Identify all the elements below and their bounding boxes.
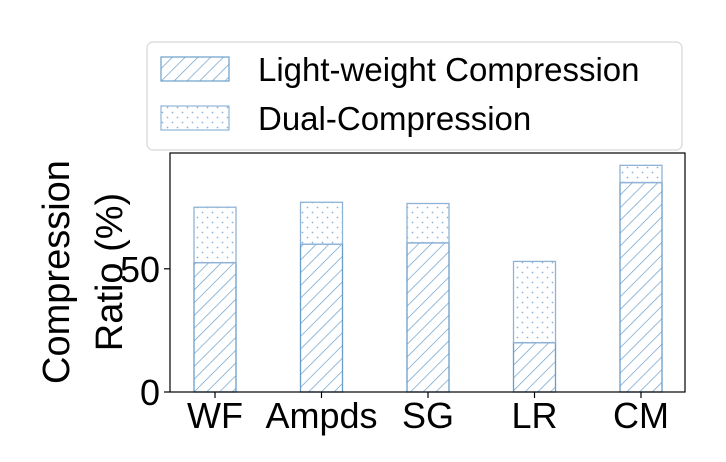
legend-box — [146, 41, 683, 151]
bar-cm-light-weight — [619, 181, 663, 393]
y-tick-label-0: 0 — [140, 372, 160, 413]
legend-swatch-dual — [160, 105, 230, 131]
y-axis-label-line-1: Compression — [36, 160, 78, 384]
bar-sg-light-weight — [406, 242, 450, 393]
x-tick-label-lr: LR — [511, 395, 557, 436]
y-tick-label-50: 50 — [120, 249, 160, 290]
legend-label-light-weight: Light-weight Compression — [258, 51, 640, 88]
y-ticks: 0 50 — [120, 249, 170, 413]
bar-ampds-dual — [299, 201, 344, 245]
bar-ampds-light-weight — [299, 243, 344, 393]
bar-lr-light-weight — [512, 342, 557, 393]
plot-frame — [169, 152, 686, 393]
bar-sg-dual — [406, 202, 450, 244]
bar-lr-dual — [512, 260, 557, 344]
y-axis-label-line-2-wrapper: Ratio (%) — [89, 193, 131, 351]
y-axis-label: Compression — [36, 160, 78, 384]
x-tick-label-wf: WF — [187, 395, 243, 436]
bar-cm-dual — [619, 164, 663, 184]
x-ticks: WF Ampds SG LR CM — [187, 392, 669, 436]
bars — [193, 164, 663, 393]
y-axis-label-line-2: Ratio (%) — [89, 193, 131, 351]
legend-label-dual: Dual-Compression — [258, 100, 531, 137]
legend: Light-weight Compression Dual-Compressio… — [146, 41, 683, 151]
x-tick-label-cm: CM — [613, 395, 669, 436]
x-tick-label-ampds: Ampds — [265, 395, 377, 436]
x-tick-label-sg: SG — [402, 395, 454, 436]
legend-swatch-light-weight — [160, 56, 230, 82]
bar-wf-light-weight — [193, 261, 237, 393]
bar-wf-dual — [193, 206, 237, 264]
